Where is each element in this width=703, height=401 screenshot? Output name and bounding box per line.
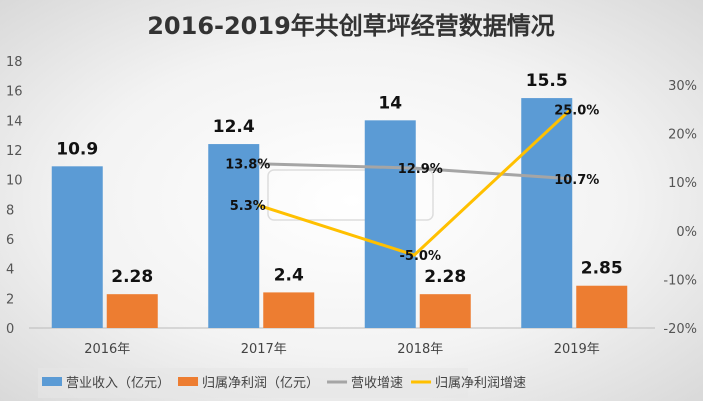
chart-title: 2016-2019年共创草坪经营数据情况 (147, 12, 555, 40)
bar-label: 2.28 (111, 267, 153, 287)
line-profit-growth (257, 108, 572, 257)
x-tick: 2018年 (397, 342, 443, 357)
bar-profit (106, 294, 158, 328)
line-label: 25.0% (554, 103, 599, 118)
bar-revenue (364, 120, 416, 328)
y-left-tick: 14 (6, 114, 23, 129)
legend-item: 归属净利润（亿元） (202, 376, 319, 391)
y-left-tick: 4 (6, 263, 14, 278)
bar-label: 12.4 (213, 117, 255, 137)
bar-revenue (208, 144, 260, 328)
bar-revenue (521, 98, 573, 328)
line-label: -5.0% (400, 249, 441, 264)
y-left-tick: 0 (6, 322, 14, 337)
bar-label: 15.5 (526, 71, 568, 91)
y-left-tick: 10 (6, 174, 23, 189)
legend-swatch (42, 377, 62, 386)
bar-profit (419, 294, 471, 328)
legend-item: 归属净利润增速 (435, 376, 526, 391)
bar-label: 10.9 (56, 139, 98, 159)
y-left-tick: 8 (6, 203, 14, 218)
y-left-tick: 18 (6, 55, 23, 70)
bar-profit (263, 292, 315, 328)
y-right-tick: 0% (676, 225, 697, 240)
y-left-tick: 6 (6, 233, 14, 248)
bar-label: 2.4 (274, 265, 304, 285)
line-label: 10.7% (554, 173, 599, 188)
bar-profit (576, 285, 628, 328)
legend-item: 营收增速 (351, 376, 403, 391)
y-left-tick: 16 (6, 85, 23, 100)
x-tick: 2017年 (241, 342, 287, 357)
line-revenue-growth (257, 162, 571, 181)
watermark-frame (267, 169, 434, 221)
y-right-tick: 10% (668, 176, 697, 191)
bar-label: 2.28 (424, 267, 466, 287)
y-right-tick: -10% (663, 273, 697, 288)
y-right-tick: 30% (668, 79, 697, 94)
x-tick: 2016年 (84, 342, 130, 357)
y-left-tick: 2 (6, 292, 14, 307)
legend-bg (38, 368, 468, 398)
y-right-tick: 20% (668, 128, 697, 143)
legend-item: 营业收入（亿元） (66, 376, 170, 391)
bar-label: 2.85 (581, 259, 623, 279)
line-label: 13.8% (225, 158, 270, 173)
legend-swatch (178, 377, 199, 386)
y-right-tick: -20% (663, 322, 697, 337)
x-tick: 2019年 (554, 342, 600, 357)
y-left-tick: 12 (6, 144, 23, 159)
line-label: 12.9% (398, 162, 443, 177)
bar-revenue (51, 166, 103, 328)
bar-label: 14 (378, 93, 402, 113)
line-label: 5.3% (230, 199, 266, 214)
